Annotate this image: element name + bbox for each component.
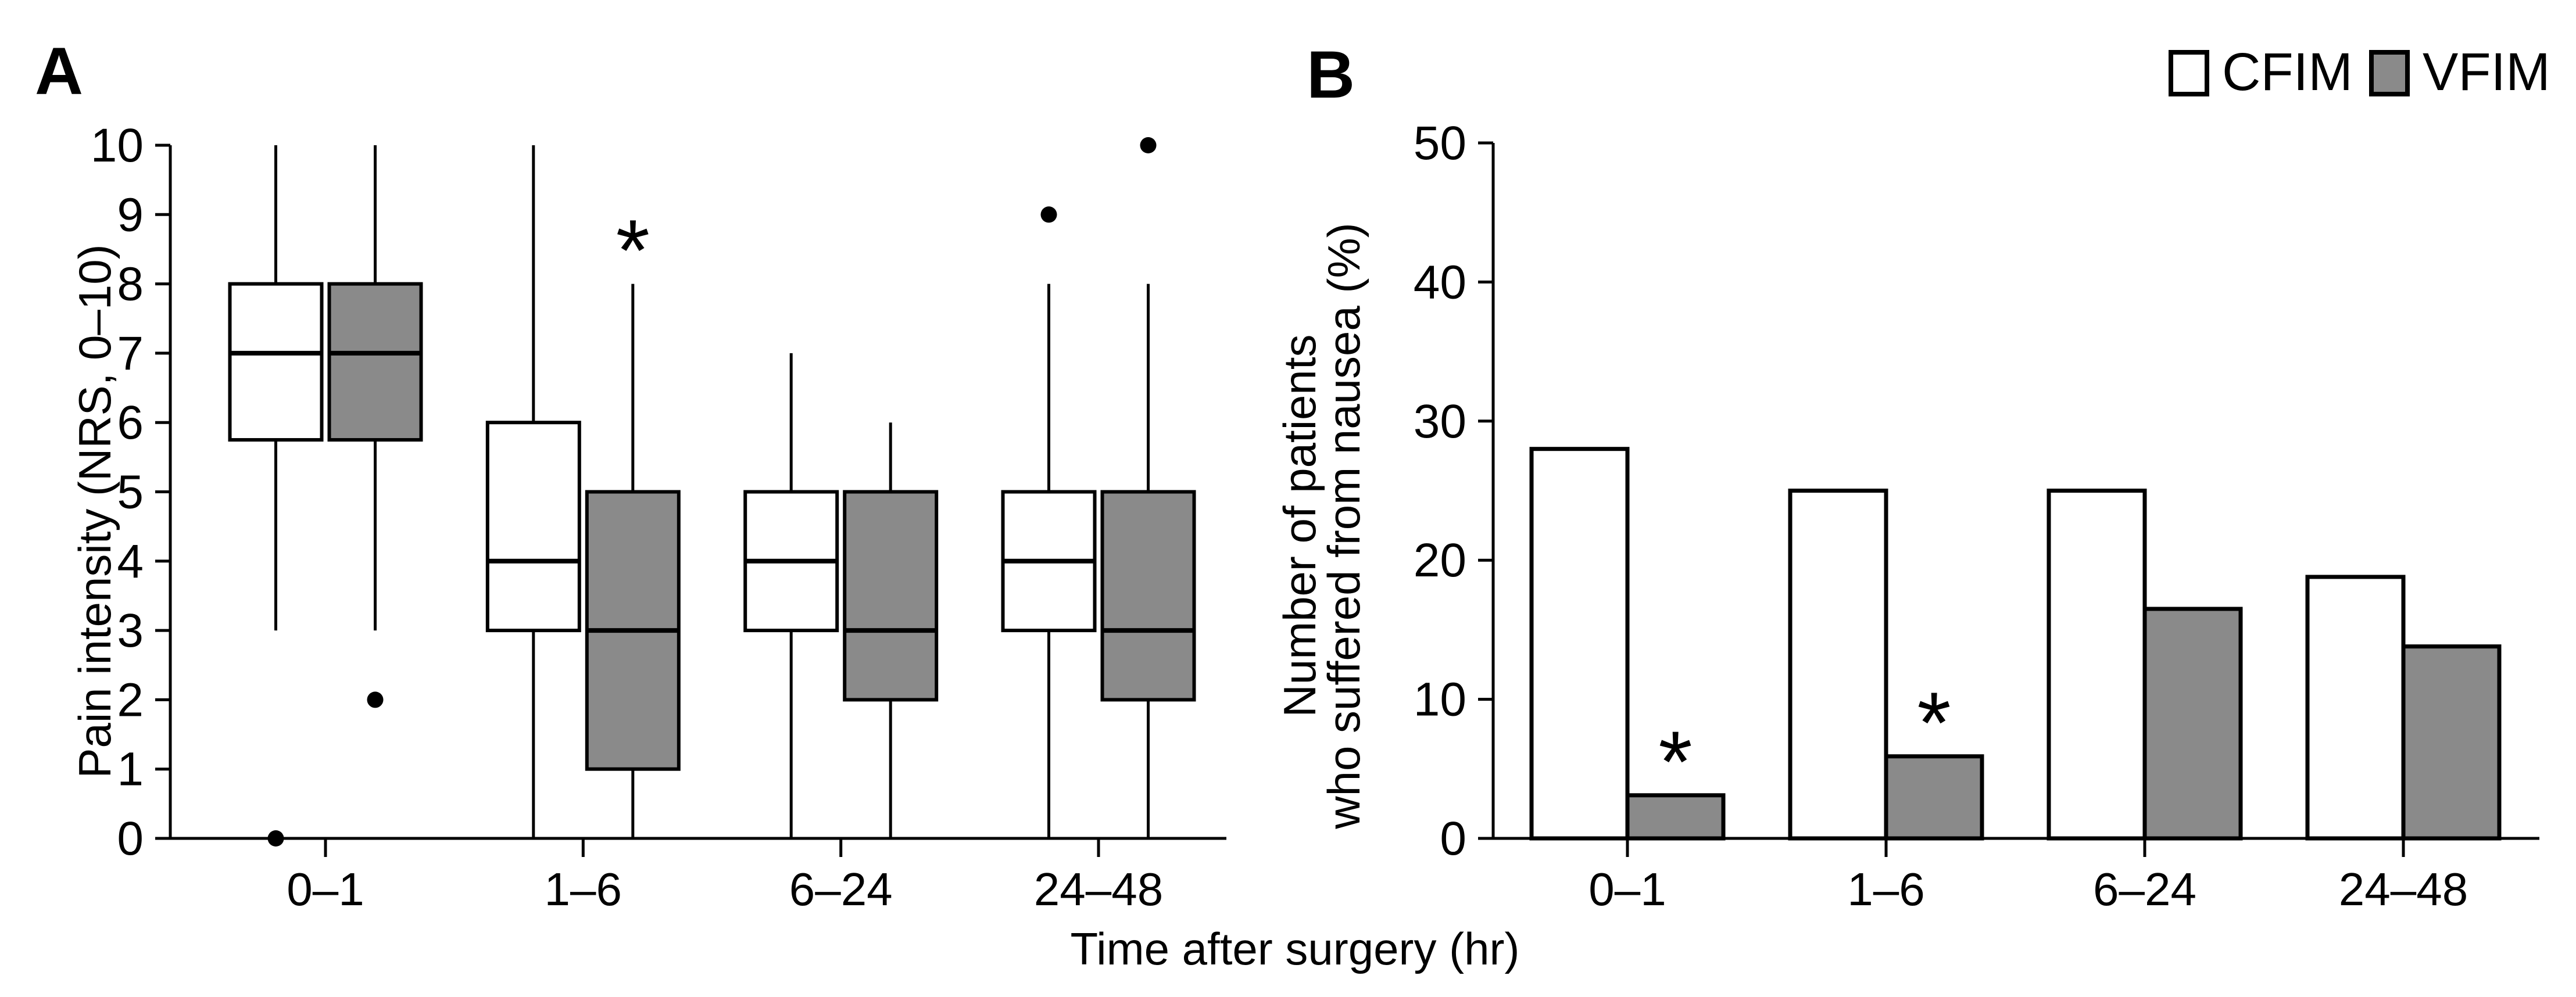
significance-asterisk: * [616,202,650,299]
panel-b-axes: 0 10 20 30 40 50 0–1 1–6 6–24 24–48 [1414,117,2539,915]
panel-b-x-tick-label: 0–1 [1588,863,1666,915]
panel-b-bars: * * [1529,447,2502,841]
bar-VFIM [1884,754,1984,841]
panel-a-y-tick-label: 9 [117,188,144,241]
panel-a-y-tick-label: 8 [117,258,144,311]
panel-b-y-tick-label: 10 [1414,673,1466,726]
significance-asterisk: * [1658,713,1692,810]
axis-titles: Pain intensity (NRS, 0–10) Number of pati… [69,223,1519,974]
legend-label: VFIM [2423,42,2550,102]
bar-VFIM [2142,607,2243,841]
bar-CFIM [1788,489,1888,841]
panel-a-x-tick-label: 1–6 [545,863,622,915]
panel-a-y-tick-label: 7 [117,327,144,380]
panel-b-y-axis-title-line: who suffered from nausea (%) [1318,223,1369,829]
panel-b-y-tick-label: 20 [1414,534,1466,587]
bar-VFIM [2401,644,2502,841]
panel-a-y-tick-label: 4 [117,535,144,588]
bar-VFIM [1625,793,1726,841]
legend: CFIM VFIM [2169,42,2550,102]
box-CFIM [485,421,581,633]
panel-a-y-tick-label: 5 [117,466,144,519]
bar-CFIM [1529,447,1630,841]
panel-a-x-tick-label: 0–1 [287,863,364,915]
panel-a-x-tick-label: 24–48 [1034,863,1163,915]
bar-CFIM [2305,575,2406,841]
panel-a-y-tick-label: 2 [117,673,144,726]
panel-a-x-tick-label: 6–24 [789,863,893,915]
panel-a-y-tick-label: 6 [117,396,144,449]
panel-a-y-tick-label: 1 [117,743,144,796]
significance-asterisk: * [1917,674,1951,772]
panel-b-y-axis-title-line: Number of patients [1274,334,1325,717]
panel-b-y-tick-label: 40 [1414,256,1466,309]
panel-b-label: B [1307,38,1355,112]
panel-a-label: A [35,34,83,109]
outlier-dot [1140,137,1157,153]
x-axis-title: Time after surgery (hr) [1071,923,1520,974]
panel-b-x-tick-label: 24–48 [2339,863,2468,915]
panel-a-y-tick-label: 3 [117,604,144,657]
bar-CFIM [2047,489,2147,841]
box-VFIM [1100,490,1196,702]
panel-a-y-axis-title: Pain intensity (NRS, 0–10) [69,244,120,778]
box-VFIM [843,490,939,702]
panel-a-axes: 0 1 2 3 4 5 6 7 8 9 10 0–1 1–6 6–24 24–48 [91,119,1226,915]
panel-b-y-tick-label: 50 [1414,117,1466,170]
legend-label: CFIM [2222,42,2353,102]
box-VFIM [327,282,423,442]
outlier-dot [267,830,284,847]
outlier-dot [1040,206,1057,223]
panel-a-y-tick-label: 0 [117,812,144,865]
outlier-dot [367,691,384,708]
legend-swatch-VFIM [2369,50,2410,96]
panel-b-x-tick-label: 6–24 [2093,863,2196,915]
box-CFIM [228,282,324,442]
legend-swatch-CFIM [2169,50,2209,96]
panel-b-y-tick-label: 30 [1414,395,1466,448]
panel-a-boxplots: * [228,137,1196,847]
panel-b-x-tick-label: 1–6 [1847,863,1924,915]
panel-b-y-tick-label: 0 [1440,812,1466,865]
panel-a-y-tick-label: 10 [91,119,144,172]
